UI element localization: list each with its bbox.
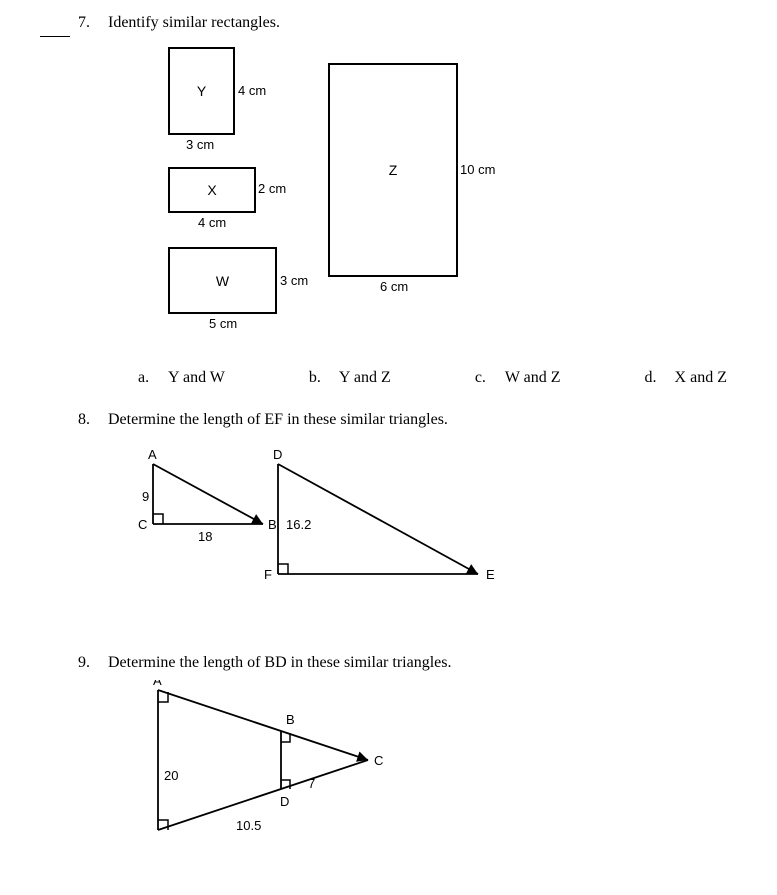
q9-triangles-svg: A C B D 20 7 10.5 [108,680,438,850]
q7-number: 7. [78,14,108,32]
q7-row: 7. Identify similar rectangles. [40,14,737,37]
rect-Y-bottom-label: 3 cm [186,137,214,152]
svg-text:A: A [148,449,157,462]
rect-Z-bottom-label: 6 cm [380,279,408,294]
q8-row: 8. Determine the length of EF in these s… [40,411,737,429]
rect-Y-label: Y [197,83,206,99]
svg-text:7: 7 [308,776,315,791]
rect-W-bottom-label: 5 cm [209,316,237,331]
rect-X-label: X [207,182,216,198]
q7-option-a-letter: a. [138,369,152,387]
rect-X: X [168,167,256,213]
q8-prompt: Determine the length of EF in these simi… [108,411,737,429]
q7-option-c-text: W and Z [505,369,561,387]
q7-option-b[interactable]: b. Y and Z [309,369,391,387]
q7-option-c-letter: c. [475,369,489,387]
q7-option-d[interactable]: d. X and Z [645,369,727,387]
svg-text:A: A [153,680,162,688]
svg-text:C: C [138,517,147,532]
svg-text:C: C [374,753,383,768]
svg-text:10.5: 10.5 [236,818,261,833]
rect-W-label: W [216,273,229,289]
q7-option-d-text: X and Z [675,369,727,387]
q9-row: 9. Determine the length of BD in these s… [40,654,737,672]
rect-Z-side-label: 10 cm [460,162,495,177]
rect-Y: Y [168,47,235,135]
rect-W: W [168,247,277,314]
q8-number: 8. [78,411,108,429]
svg-text:18: 18 [198,529,212,544]
q9-number: 9. [78,654,108,672]
svg-text:F: F [264,567,272,582]
svg-text:E: E [486,567,495,582]
q7-option-d-letter: d. [645,369,659,387]
q7-option-b-letter: b. [309,369,323,387]
rect-W-side-label: 3 cm [280,273,308,288]
svg-text:D: D [273,449,282,462]
rect-Y-side-label: 4 cm [238,83,266,98]
svg-text:16.2: 16.2 [286,517,311,532]
svg-text:B: B [286,712,295,727]
rect-X-side-label: 2 cm [258,181,286,196]
q7-option-b-text: Y and Z [339,369,391,387]
rect-X-bottom-label: 4 cm [198,215,226,230]
svg-text:9: 9 [142,489,149,504]
q7-option-a[interactable]: a. Y and W [138,369,225,387]
q8-triangles-svg: A B C 9 18 D E F 16.2 [108,449,538,609]
q7-rectangles-stage: Y 4 cm 3 cm X 2 cm 4 cm W 3 cm 5 cm Z 10… [128,47,737,347]
q7-options: a. Y and W b. Y and Z c. W and Z d. X an… [138,369,727,387]
q7-option-c[interactable]: c. W and Z [475,369,561,387]
svg-text:20: 20 [164,768,178,783]
q7-figure-area: Y 4 cm 3 cm X 2 cm 4 cm W 3 cm 5 cm Z 10… [108,47,737,387]
worksheet-page: 7. Identify similar rectangles. Y 4 cm 3… [0,0,777,895]
svg-text:D: D [280,794,289,809]
q9-prompt: Determine the length of BD in these simi… [108,654,737,672]
q7-option-a-text: Y and W [168,369,225,387]
q8-figure-area: A B C 9 18 D E F 16.2 [108,449,737,614]
svg-text:B: B [268,517,277,532]
rect-Z-label: Z [389,162,398,178]
q7-prompt: Identify similar rectangles. [108,14,737,32]
q7-answer-blank[interactable] [40,18,70,37]
rect-Z: Z [328,63,458,277]
